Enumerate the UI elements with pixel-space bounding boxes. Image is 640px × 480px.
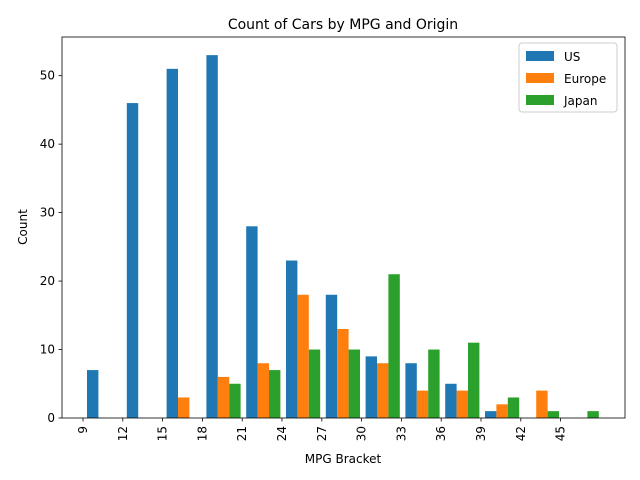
legend-swatch-us (526, 51, 554, 61)
bar-europe-30 (377, 363, 389, 418)
x-tick-label: 45 (554, 426, 568, 441)
bar-japan-27 (348, 349, 360, 418)
axes-frame (61, 36, 626, 419)
y-tick-label: 40 (40, 137, 55, 151)
bar-japan-45 (587, 411, 599, 418)
bar-japan-30 (388, 274, 400, 418)
bar-us-9 (87, 370, 99, 418)
bar-us-15 (166, 68, 178, 418)
bar-europe-15 (178, 397, 190, 418)
bar-japan-24 (308, 349, 321, 418)
x-tick-label: 30 (355, 426, 369, 441)
x-tick-label: 15 (156, 426, 170, 441)
x-tick-label: 12 (116, 426, 130, 441)
plot-area: 0 10 20 30 40 50 9 12 15 18 21 24 27 30 33 36 39 42 45 (40, 36, 626, 441)
x-tick-label: 27 (315, 426, 329, 441)
x-tick-label: 21 (235, 426, 249, 441)
legend-swatch-europe (526, 73, 554, 83)
y-tick-label: 30 (40, 206, 55, 220)
bar-japan-21 (269, 370, 281, 418)
x-tick-label: 18 (195, 426, 209, 441)
bar-us-18 (206, 55, 218, 418)
bar-europe-39 (496, 404, 508, 418)
legend: US Europe Japan (518, 42, 618, 113)
bar-us-33 (405, 363, 417, 418)
bar-europe-21 (257, 363, 269, 418)
bar-us-21 (246, 226, 258, 418)
bar-japan-33 (428, 349, 440, 418)
bar-us-24 (286, 260, 298, 418)
bar-us-30 (365, 356, 377, 418)
legend-label-japan: Japan (563, 94, 597, 108)
bar-us-36 (445, 383, 457, 418)
bar-us-27 (325, 294, 338, 418)
x-tick-label: 33 (394, 426, 408, 441)
y-tick-label: 20 (40, 274, 55, 288)
legend-swatch-japan (526, 95, 554, 105)
bar-us-39 (485, 411, 497, 418)
bar-japan-36 (468, 342, 480, 418)
bar-europe-36 (456, 390, 468, 418)
bar-europe-18 (217, 376, 230, 418)
bar-japan-39 (507, 397, 520, 418)
bar-europe-42 (536, 390, 548, 418)
chart-title: Count of Cars by MPG and Origin (228, 17, 458, 33)
legend-label-us: US (564, 50, 580, 64)
bar-europe-24 (297, 294, 309, 418)
x-tick-label: 24 (275, 426, 289, 441)
legend-label-europe: Europe (564, 72, 606, 86)
x-axis-label: MPG Bracket (305, 452, 382, 466)
y-axis-label: Count (16, 209, 30, 245)
y-tick-label: 0 (47, 411, 55, 425)
x-tick-label: 42 (514, 426, 528, 441)
bar-europe-33 (416, 390, 429, 418)
bar-japan-42 (547, 411, 559, 418)
y-tick-label: 50 (40, 69, 55, 83)
x-tick-label: 39 (474, 426, 488, 441)
bar-europe-27 (337, 329, 349, 418)
x-tick-label: 9 (76, 426, 90, 434)
bar-us-12 (126, 103, 139, 418)
y-tick-label: 10 (40, 343, 55, 357)
bar-japan-18 (229, 383, 241, 418)
x-tick-label: 36 (434, 426, 448, 441)
